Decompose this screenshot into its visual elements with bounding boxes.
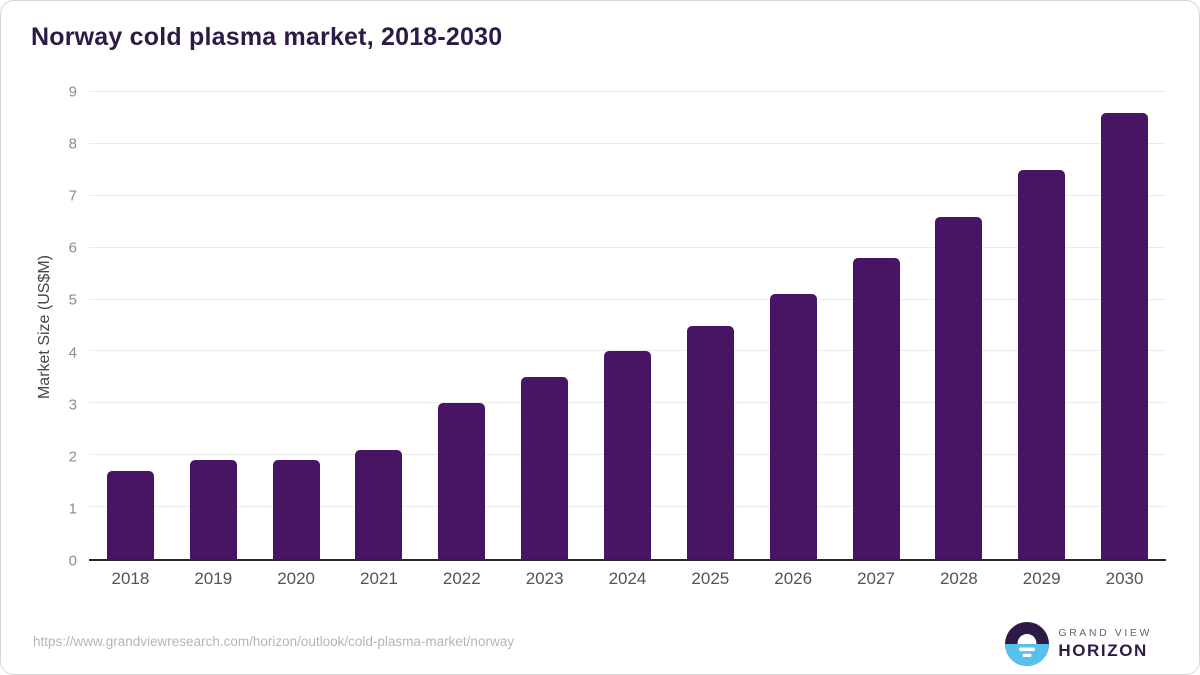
- y-tick-9: 9: [68, 83, 77, 101]
- gridline-7: [89, 194, 1166, 196]
- y-tick-6: 6: [68, 239, 77, 257]
- source-url: https://www.grandviewresearch.com/horizo…: [33, 634, 514, 649]
- bar-slot-2029: [1000, 92, 1083, 559]
- bar-slot-2028: [917, 92, 1000, 559]
- bar-2024: [603, 351, 651, 559]
- x-axis-labels: 2018 2019 2020 2021 2022 2023 2024 2025 2026 2027…: [89, 569, 1166, 589]
- bar-slot-2021: [338, 92, 421, 559]
- y-tick-8: 8: [68, 135, 77, 153]
- bar-slot-2020: [255, 92, 338, 559]
- bar-slot-2018: [89, 92, 172, 559]
- horizon-sunrise-icon: [1005, 622, 1050, 666]
- bar-2023: [521, 377, 569, 559]
- gridline-9: [89, 91, 1166, 92]
- bar-2025: [686, 325, 734, 559]
- x-label-2020: 2020: [277, 569, 316, 588]
- x-label-2022: 2022: [442, 569, 481, 588]
- gridline-6: [89, 246, 1166, 248]
- y-tick-1: 1: [68, 500, 77, 518]
- bar-2029: [1018, 169, 1066, 559]
- bar-2018: [106, 470, 154, 559]
- y-axis-tick-labels: 0 1 2 3 4 5 6 7 8 9: [1, 84, 77, 570]
- bar-2020: [272, 460, 320, 559]
- y-tick-2: 2: [68, 448, 77, 466]
- bar-slot-2024: [586, 92, 669, 559]
- bar-slot-2023: [503, 92, 586, 559]
- y-tick-4: 4: [68, 344, 77, 362]
- brand-text: GRAND VIEW HORIZON: [1058, 627, 1152, 661]
- plot-area: [89, 91, 1166, 561]
- bar-2030: [1101, 112, 1149, 559]
- bar-slot-2019: [172, 92, 255, 559]
- x-label-2025: 2025: [691, 569, 730, 588]
- chart-title: Norway cold plasma market, 2018-2030: [31, 23, 503, 51]
- x-label-2019: 2019: [194, 569, 233, 588]
- bar-2026: [769, 294, 817, 559]
- x-label-2023: 2023: [525, 569, 564, 588]
- bar-slot-2027: [835, 92, 918, 559]
- y-tick-3: 3: [68, 396, 77, 414]
- brand-logo: GRAND VIEW HORIZON: [1005, 621, 1152, 667]
- gridline-5: [89, 298, 1166, 300]
- x-label-2026: 2026: [774, 569, 813, 588]
- x-label-2028: 2028: [939, 569, 978, 588]
- x-label-2029: 2029: [1022, 569, 1061, 588]
- x-label-2030: 2030: [1105, 569, 1144, 588]
- bar-2019: [189, 460, 237, 559]
- x-label-2018: 2018: [111, 569, 150, 588]
- bars-row: [89, 92, 1166, 559]
- brand-name-top: GRAND VIEW: [1058, 626, 1152, 639]
- y-tick-7: 7: [68, 187, 77, 205]
- bar-2028: [935, 216, 983, 559]
- x-label-2027: 2027: [857, 569, 895, 588]
- bar-2021: [355, 450, 403, 559]
- bar-slot-2022: [420, 92, 503, 559]
- bar-slot-2026: [752, 92, 835, 559]
- gridline-4: [89, 350, 1166, 352]
- y-tick-0: 0: [68, 552, 77, 570]
- x-label-2024: 2024: [608, 569, 647, 588]
- bar-slot-2025: [669, 92, 752, 559]
- x-label-2021: 2021: [360, 569, 398, 588]
- bar-2027: [852, 258, 900, 559]
- gridline-8: [89, 142, 1166, 144]
- brand-name-bottom: HORIZON: [1058, 640, 1148, 660]
- bar-slot-2030: [1083, 92, 1166, 559]
- bar-2022: [438, 403, 486, 559]
- y-tick-5: 5: [68, 291, 77, 309]
